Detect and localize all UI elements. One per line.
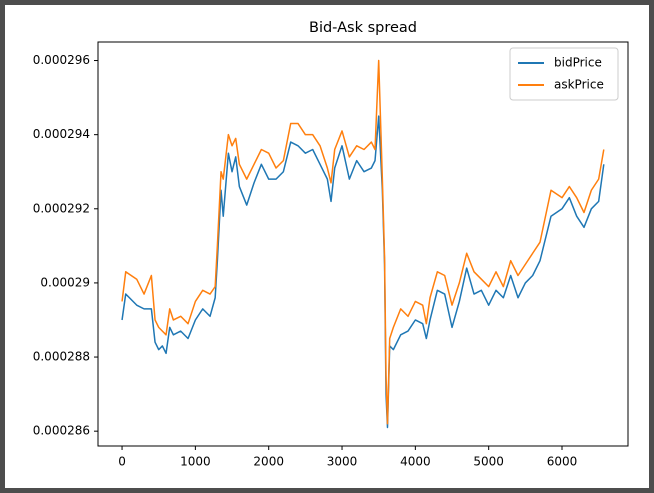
x-tick-label: 2000 xyxy=(253,455,284,469)
x-tick-label: 4000 xyxy=(400,455,431,469)
chart-title: Bid-Ask spread xyxy=(309,20,417,36)
x-tick-label: 1000 xyxy=(180,455,211,469)
y-tick-label: 0.000292 xyxy=(33,201,90,215)
x-tick-label: 0 xyxy=(118,455,126,469)
axes-frame xyxy=(97,41,629,447)
y-tick-label: 0.000296 xyxy=(33,53,90,67)
legend-label: askPrice xyxy=(554,78,604,92)
y-tick-label: 0.000286 xyxy=(33,424,90,438)
x-tick-label: 6000 xyxy=(547,455,578,469)
y-tick-label: 0.000294 xyxy=(33,127,90,141)
x-tick-label: 3000 xyxy=(327,455,358,469)
y-tick-label: 0.000288 xyxy=(33,350,90,364)
y-tick-label: 0.00029 xyxy=(40,275,90,289)
x-tick-label: 5000 xyxy=(473,455,504,469)
legend-label: bidPrice xyxy=(554,56,602,70)
legend-box xyxy=(509,47,619,101)
data-line xyxy=(121,59,605,425)
data-line xyxy=(121,115,605,429)
